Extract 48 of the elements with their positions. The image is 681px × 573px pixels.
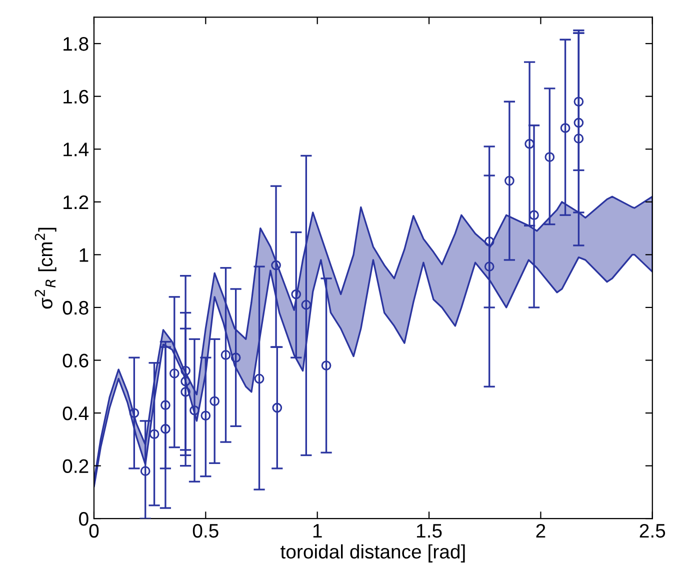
x-axis-title: toroidal distance [rad] <box>280 544 465 562</box>
point <box>129 408 140 418</box>
point <box>574 118 584 128</box>
point <box>271 260 281 270</box>
point <box>544 152 555 162</box>
x-tick-label: 2 <box>536 524 546 538</box>
y-tick-label: 0.6 <box>62 354 88 368</box>
point <box>301 300 312 310</box>
y-tick-label: 0.2 <box>62 459 88 474</box>
point <box>529 210 539 220</box>
x-tick-label: 1.5 <box>417 524 442 538</box>
point <box>560 123 570 133</box>
point <box>210 396 220 406</box>
y-tick-label: 1.4 <box>64 142 89 156</box>
point <box>220 350 231 360</box>
point <box>484 262 494 272</box>
point <box>524 138 534 149</box>
point <box>190 405 200 416</box>
point <box>169 368 180 378</box>
y-tick-label: 1.2 <box>64 195 88 209</box>
point <box>254 374 264 384</box>
point <box>321 360 332 370</box>
point <box>230 352 241 363</box>
y-tick-label: 0.4 <box>62 406 89 420</box>
point <box>291 289 302 300</box>
point <box>149 429 160 440</box>
point <box>200 410 211 421</box>
point <box>574 96 584 107</box>
y-tick-label: 1 <box>80 248 88 262</box>
y-tick-label: 0.8 <box>62 300 88 315</box>
x-tick-label: 2.5 <box>640 524 666 538</box>
y-tick-label: 0 <box>79 512 88 526</box>
point <box>180 376 190 386</box>
point <box>140 466 150 476</box>
y-tick-label: 1.6 <box>64 90 88 104</box>
point <box>160 400 170 410</box>
point <box>574 134 584 144</box>
point <box>180 366 190 376</box>
x-tick-label: 0 <box>89 524 99 538</box>
point <box>160 424 170 434</box>
y-tick-label: 1.8 <box>64 37 88 51</box>
point <box>484 236 494 246</box>
point <box>504 176 514 186</box>
point <box>272 402 282 413</box>
x-tick-label: 1 <box>313 524 322 538</box>
point <box>180 386 190 397</box>
y-axis-title: σ$^{2}$$_{R}$ [cm$^{2}$] <box>34 228 56 309</box>
x-tick-label: 0.5 <box>192 524 218 538</box>
